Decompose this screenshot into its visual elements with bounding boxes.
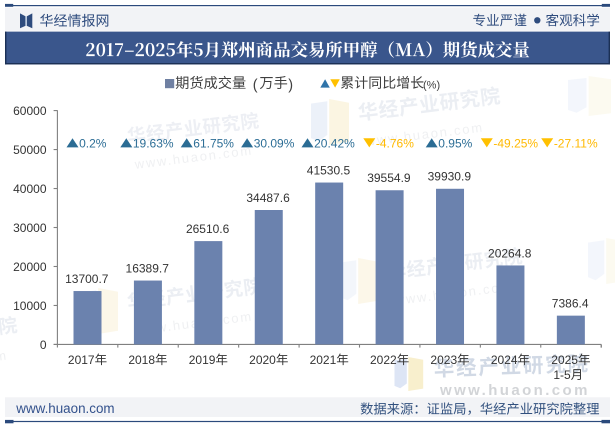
svg-text:60000: 60000 xyxy=(13,104,47,118)
svg-text:10000: 10000 xyxy=(13,299,47,313)
svg-text:34487.6: 34487.6 xyxy=(246,191,290,205)
svg-text:16389.7: 16389.7 xyxy=(126,261,170,275)
svg-text:13700.7: 13700.7 xyxy=(65,272,109,286)
svg-text:41530.5: 41530.5 xyxy=(307,163,351,177)
svg-text:2022: 2022 xyxy=(370,353,397,367)
svg-text:0.95%: 0.95% xyxy=(438,136,472,150)
svg-text:2020: 2020 xyxy=(249,353,276,367)
svg-text:30000: 30000 xyxy=(13,221,47,235)
svg-text:2023: 2023 xyxy=(430,353,457,367)
svg-text:2017: 2017 xyxy=(68,353,95,367)
svg-text:26510.6: 26510.6 xyxy=(186,222,230,236)
svg-text:39554.9: 39554.9 xyxy=(367,171,411,185)
svg-text:20.42%: 20.42% xyxy=(314,136,355,150)
svg-text:61.75%: 61.75% xyxy=(193,136,234,150)
svg-text:50000: 50000 xyxy=(13,143,47,157)
svg-text:2019: 2019 xyxy=(189,353,216,367)
svg-text:40000: 40000 xyxy=(13,182,47,196)
svg-text:7386.4: 7386.4 xyxy=(552,296,589,310)
svg-text:0.2%: 0.2% xyxy=(79,136,107,150)
svg-text:30.09%: 30.09% xyxy=(254,136,295,150)
svg-text:www.huaon.com: www.huaon.com xyxy=(0,348,9,377)
svg-text:2018: 2018 xyxy=(128,353,155,367)
svg-text:2025: 2025 xyxy=(551,353,578,367)
svg-text:-49.25%: -49.25% xyxy=(493,136,538,150)
svg-text:1-5: 1-5 xyxy=(553,368,571,382)
svg-text:19.63%: 19.63% xyxy=(133,136,174,150)
svg-text:-27.11%: -27.11% xyxy=(554,136,598,150)
svg-text:20264.8: 20264.8 xyxy=(488,246,532,260)
svg-text:www.huaon.com: www.huaon.com xyxy=(15,401,114,416)
svg-text:0: 0 xyxy=(40,338,47,352)
svg-text:2021: 2021 xyxy=(310,353,337,367)
svg-text:-4.76%: -4.76% xyxy=(376,136,414,150)
svg-text:2024: 2024 xyxy=(491,353,518,367)
svg-text:www.huaon.com: www.huaon.com xyxy=(439,382,590,399)
svg-text:20000: 20000 xyxy=(13,260,47,274)
svg-text:): ) xyxy=(288,77,293,93)
svg-text:(: ( xyxy=(253,77,258,93)
svg-text:39930.9: 39930.9 xyxy=(428,170,472,184)
svg-text:(%): (%) xyxy=(423,80,440,92)
